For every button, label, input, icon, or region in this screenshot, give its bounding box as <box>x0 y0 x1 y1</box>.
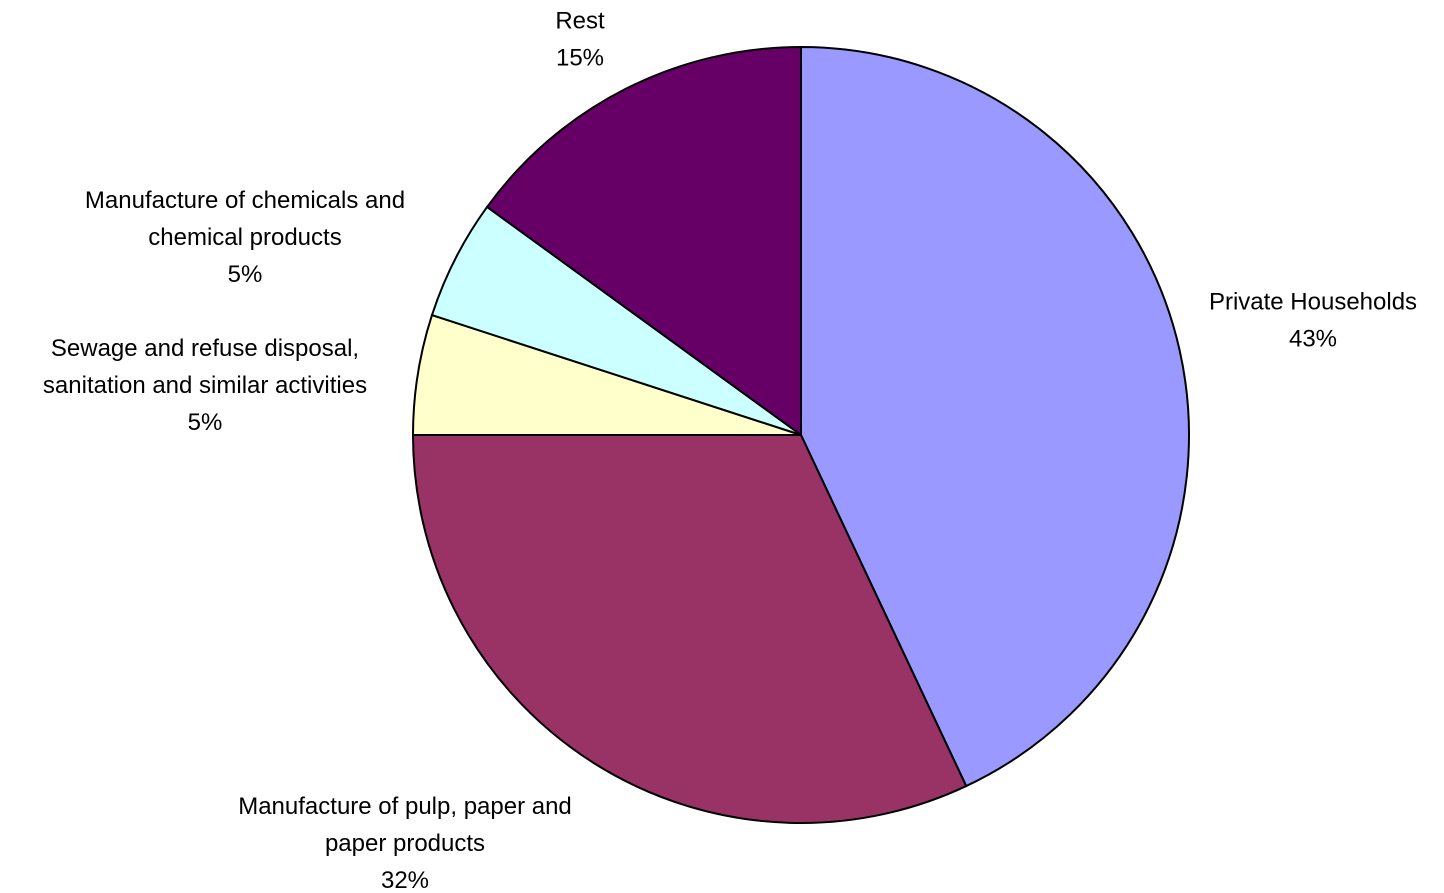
slice-label-0: Private Households 43% <box>1209 289 1417 353</box>
slice-label-4: Rest 15% <box>555 8 605 72</box>
slice-percent-label: 32% <box>381 867 429 893</box>
slice-name-line: Manufacture of chemicals and <box>85 187 405 214</box>
pie-slice-1 <box>411 434 968 824</box>
pie-slices <box>411 45 1190 824</box>
slice-label-2: Sewage and refuse disposal, sanitation an… <box>43 335 367 436</box>
slice-label-3: Manufacture of chemicals and chemical pro… <box>85 187 405 288</box>
slice-percent-label: 15% <box>556 45 604 72</box>
slice-name-line: paper products <box>325 830 485 857</box>
pie-slice-0 <box>800 45 1190 788</box>
slice-name-line: Sewage and refuse disposal, <box>51 335 359 362</box>
slice-percent-label: 5% <box>228 261 263 288</box>
slice-name-line: Manufacture of pulp, paper and <box>238 793 572 820</box>
slice-name-line: Private Households <box>1209 289 1417 316</box>
slice-percent-label: 43% <box>1289 326 1337 353</box>
slice-name-line: Rest <box>555 8 605 35</box>
pie-slice-4 <box>485 45 802 437</box>
slice-name-line: sanitation and similar activities <box>43 372 367 399</box>
slice-label-1: Manufacture of pulp, paper and paper prod… <box>238 793 572 893</box>
pie-labels: Private Households 43% Manufacture of pulp… <box>43 8 1417 893</box>
slice-name-line: chemical products <box>148 224 341 251</box>
slice-percent-label: 5% <box>188 409 223 436</box>
